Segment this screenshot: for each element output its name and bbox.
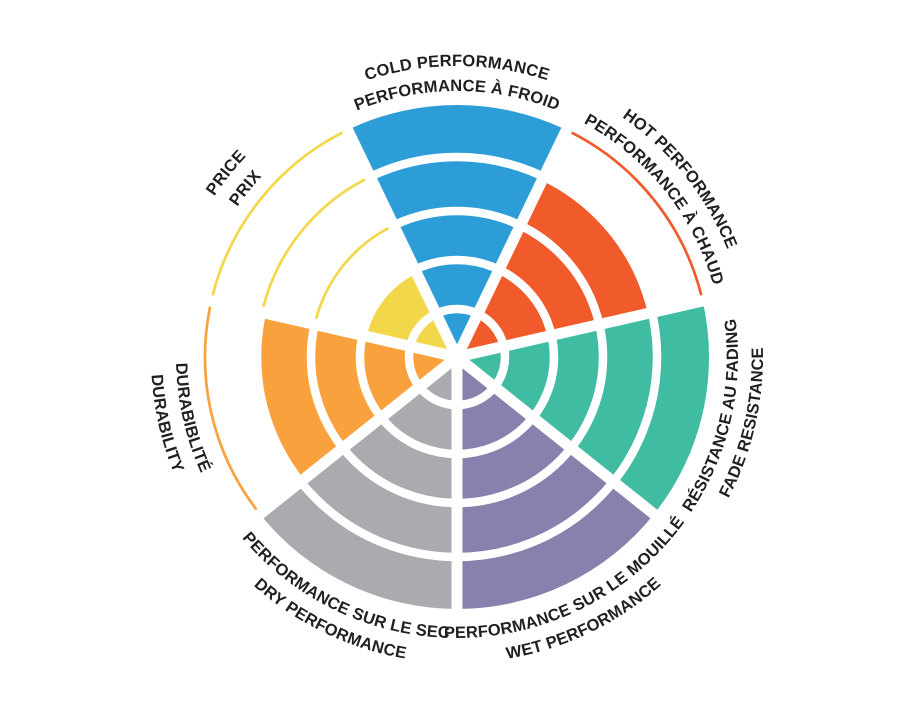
- segment-gap-line: [453, 352, 663, 523]
- segment-price-remainder-arc: [262, 178, 366, 308]
- segment-hot-performance-label-en: HOT PERFORMANCE: [620, 106, 741, 251]
- segment-price-remainder-arc: [211, 131, 343, 296]
- segment-gap-line: [452, 122, 574, 360]
- segment-durability-remainder-arc: [203, 306, 258, 510]
- segment-dry-performance-wedge: [259, 357, 457, 609]
- segment-hot-performance-remainder-arc: [571, 131, 703, 296]
- segment-wet-performance-wedge: [457, 357, 655, 609]
- segment-fade-resistance-wedge: [457, 300, 710, 515]
- segment-gap-line: [251, 352, 461, 523]
- segment-gap-line: [204, 294, 459, 363]
- segment-gap-line: [340, 122, 462, 360]
- segment-price-remainder-arc: [315, 227, 389, 320]
- segment-gap-line: [455, 294, 710, 363]
- segment-hot-performance-label-en-text: HOT PERFORMANCE: [620, 106, 741, 251]
